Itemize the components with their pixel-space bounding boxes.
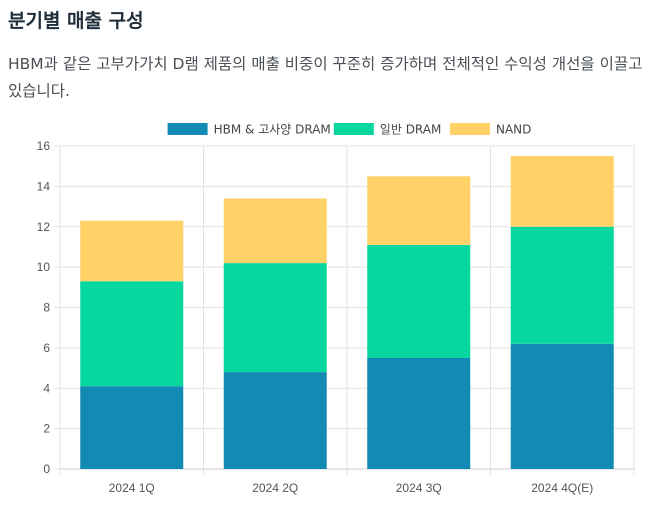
y-tick-label: 4	[43, 381, 50, 395]
section-title: 분기별 매출 구성	[8, 10, 144, 32]
bar-segment	[80, 281, 184, 387]
y-tick-label: 6	[43, 341, 50, 355]
bar-segment	[223, 263, 327, 373]
x-tick-label: 2024 2Q	[252, 481, 298, 495]
legend-swatch	[450, 123, 490, 135]
legend-label: HBM & 고사양 DRAM	[214, 123, 331, 137]
legend-swatch	[333, 123, 374, 135]
x-tick-label: 2024 4Q(E)	[531, 481, 593, 495]
x-tick-label: 2024 3Q	[396, 481, 442, 495]
x-axis-ticks: 2024 1Q 2024 2Q 2024 3Q 2024 4Q(E)	[109, 481, 594, 495]
bar-segment	[510, 156, 614, 227]
y-tick-label: 14	[37, 179, 51, 193]
bar-segment	[223, 372, 327, 469]
bar-segment	[223, 198, 327, 264]
y-tick-label: 8	[43, 301, 50, 315]
chart-bars	[80, 156, 614, 469]
legend-swatch	[167, 123, 208, 135]
section-description: HBM과 같은 고부가가치 D램 제품의 매출 비중이 꾸준히 증가하며 전체적…	[8, 55, 643, 100]
y-axis-ticks: 0 2 4 6 8 10 12 14 16	[37, 139, 51, 476]
bar-segment	[367, 357, 471, 469]
legend-label: NAND	[496, 123, 531, 137]
chart-legend: HBM & 고사양 DRAM 일반 DRAM NAND	[167, 123, 531, 137]
legend-label: 일반 DRAM	[380, 123, 442, 137]
y-tick-label: 16	[37, 139, 51, 153]
bar-segment	[510, 226, 614, 344]
bar-segment	[510, 343, 614, 469]
bar-segment	[80, 220, 184, 282]
y-tick-label: 10	[37, 260, 51, 274]
bar-segment	[367, 244, 471, 358]
x-tick-label: 2024 1Q	[109, 481, 155, 495]
y-tick-label: 2	[43, 422, 50, 436]
bar-segment	[367, 176, 471, 245]
bar-segment	[80, 386, 184, 469]
y-tick-label: 12	[37, 220, 51, 234]
y-tick-label: 0	[43, 462, 50, 476]
